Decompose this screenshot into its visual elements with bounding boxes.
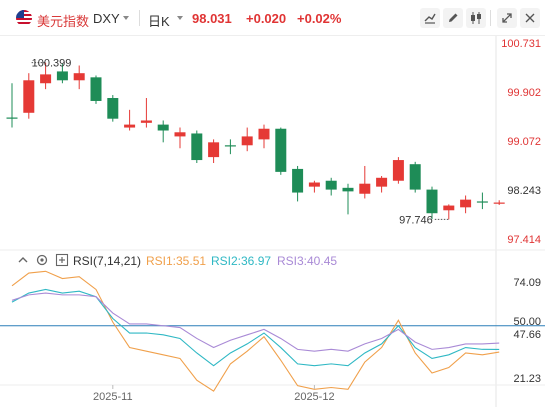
candle[interactable] (107, 98, 119, 119)
candle[interactable] (40, 74, 52, 84)
candle[interactable] (90, 77, 102, 101)
rsi-tick-label: 47.66 (513, 329, 541, 341)
candle[interactable] (325, 180, 337, 190)
symbol-dropdown-icon[interactable] (123, 16, 129, 20)
candle[interactable] (476, 201, 488, 203)
candle[interactable] (426, 189, 438, 214)
line-tool-icon[interactable] (420, 8, 440, 28)
candle[interactable] (493, 202, 505, 204)
candle[interactable] (392, 160, 404, 181)
candle[interactable] (241, 136, 253, 146)
divider (490, 10, 491, 26)
price-tick-label: 97.414 (507, 234, 541, 246)
price-tick-label: 99.902 (507, 87, 541, 99)
divider (139, 10, 140, 26)
candle[interactable] (342, 187, 354, 192)
rsi-series-line (11, 288, 500, 367)
candle-settings-icon[interactable] (466, 8, 486, 28)
price-tick-label: 100.731 (501, 38, 541, 50)
expand-icon[interactable] (497, 8, 517, 28)
timeframe-selector[interactable]: 日K (148, 14, 170, 29)
candle[interactable] (224, 145, 236, 147)
rsi-legend: RSI(7,14,21) RSI1:35.51 RSI2:36.97 RSI3:… (0, 251, 420, 271)
candle[interactable] (208, 142, 220, 158)
rsi-tick-label: 50.00 (513, 316, 541, 328)
candle[interactable] (23, 80, 35, 113)
candle[interactable] (191, 133, 203, 161)
candle[interactable] (275, 128, 287, 172)
x-tick-label: 2025-12 (294, 391, 334, 403)
candle[interactable] (409, 164, 421, 190)
high-annotation: 100.399 (32, 58, 72, 70)
settings-icon[interactable] (35, 253, 49, 267)
candle[interactable] (6, 117, 18, 119)
rsi-series-line (11, 270, 500, 392)
price-tick-label: 99.072 (507, 136, 541, 148)
candle[interactable] (73, 73, 85, 81)
rsi-series-line (11, 292, 500, 352)
us-flag-icon (16, 10, 32, 26)
candle[interactable] (157, 124, 169, 131)
close-icon[interactable] (520, 8, 540, 28)
rsi-tick-label: 21.23 (513, 373, 541, 385)
candle[interactable] (292, 168, 304, 193)
price-chart[interactable]: 100.731 99.902 99.072 98.243 97.414 100.399 97… (0, 36, 545, 407)
timeframe-dropdown-icon[interactable] (177, 16, 183, 20)
quote-header: 美元指数 DXY 日K 98.031 +0.020 +0.02% (0, 0, 545, 36)
symbol-name[interactable]: 美元指数 (37, 14, 90, 29)
low-annotation: 97.746 (399, 214, 433, 226)
edit-icon[interactable] (443, 8, 463, 28)
candle[interactable] (376, 177, 388, 187)
collapse-icon[interactable] (16, 253, 30, 267)
add-indicator-icon[interactable] (55, 253, 69, 267)
rsi-title[interactable]: RSI(7,14,21) (73, 254, 142, 268)
candle[interactable] (124, 124, 136, 128)
rsi1-value: RSI1:35.51 (146, 254, 207, 268)
price-tick-label: 98.243 (507, 185, 541, 197)
price-change-percent: +0.02% (297, 11, 342, 26)
candle[interactable] (174, 132, 186, 137)
rsi3-value: RSI3:40.45 (277, 254, 338, 268)
rsi-tick-label: 74.09 (513, 277, 541, 289)
candle[interactable] (443, 205, 455, 211)
candle[interactable] (56, 71, 68, 81)
rsi2-value: RSI2:36.97 (211, 254, 272, 268)
candle[interactable] (359, 183, 371, 194)
last-price: 98.031 (192, 11, 232, 26)
candle[interactable] (258, 128, 270, 140)
candle[interactable] (460, 199, 472, 208)
x-tick-label: 2025-11 (93, 391, 133, 403)
candle[interactable] (140, 120, 152, 123)
candle[interactable] (308, 182, 320, 187)
symbol-code[interactable]: DXY (93, 11, 120, 26)
price-change: +0.020 (246, 11, 287, 26)
